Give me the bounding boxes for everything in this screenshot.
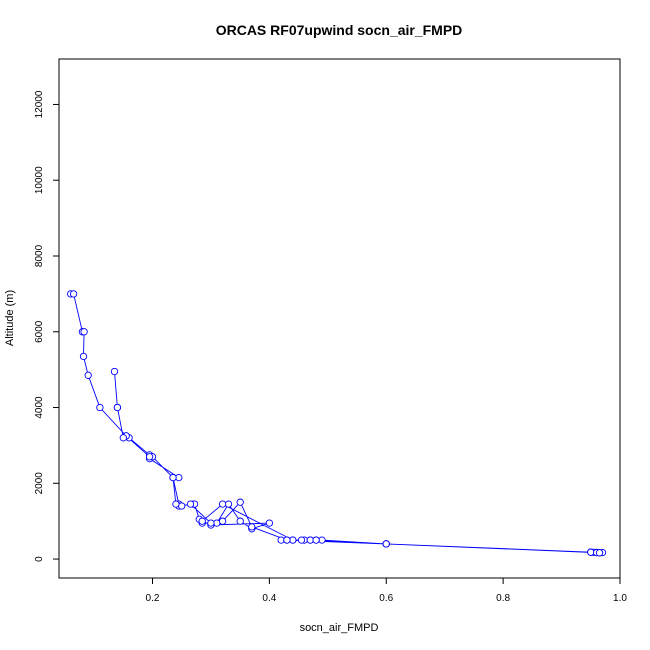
x-axis-label: socn_air_FMPD	[300, 622, 379, 634]
data-point	[113, 403, 122, 412]
data-point	[224, 500, 233, 508]
data-point	[110, 367, 119, 376]
y-tick-label: 4000	[34, 396, 45, 419]
series-line	[70, 293, 603, 554]
data-point	[297, 536, 306, 544]
data-point	[318, 536, 326, 544]
data-point	[283, 536, 291, 544]
data-point	[248, 523, 256, 531]
plot-frame	[58, 58, 621, 579]
data-point	[312, 536, 320, 544]
data-point	[236, 517, 244, 525]
y-tick-label: 8000	[34, 244, 45, 267]
data-point	[96, 403, 104, 412]
data-point	[236, 498, 244, 506]
y-tick-label: 12000	[34, 90, 45, 118]
y-tick-label: 2000	[34, 472, 45, 495]
data-points	[67, 290, 607, 557]
data-point	[289, 536, 297, 544]
data-point	[186, 500, 195, 508]
data-point	[218, 500, 227, 508]
data-point	[218, 517, 227, 525]
data-point	[382, 540, 390, 548]
y-tick-label: 0	[34, 556, 45, 562]
y-tick-label: 6000	[34, 320, 45, 343]
data-point	[265, 519, 274, 527]
y-tick-label: 10000	[34, 166, 45, 194]
x-tick-label: 0.8	[496, 593, 510, 604]
data-point	[207, 519, 215, 527]
data-point	[80, 328, 88, 336]
x-axis: 0.2 0.4 0.6 0.8 1.0	[146, 578, 627, 604]
data-point	[119, 434, 127, 442]
x-tick-label: 0.4	[262, 593, 276, 604]
data-point	[84, 371, 92, 379]
data-point	[595, 549, 604, 557]
chart-title: ORCAS RF07upwind socn_air_FMPD	[216, 22, 463, 38]
x-tick-label: 0.6	[379, 593, 393, 604]
data-point	[79, 352, 88, 361]
data-point	[172, 500, 180, 508]
x-tick-label: 1.0	[613, 593, 627, 604]
data-point	[198, 517, 206, 525]
y-axis-label: Altitude (m)	[4, 290, 16, 346]
y-axis: 0 2000 4000 6000 8000 10000 12000	[34, 90, 59, 562]
x-tick-label: 0.2	[146, 593, 160, 604]
data-point	[69, 290, 78, 298]
data-point	[145, 453, 154, 461]
data-point	[169, 473, 177, 482]
